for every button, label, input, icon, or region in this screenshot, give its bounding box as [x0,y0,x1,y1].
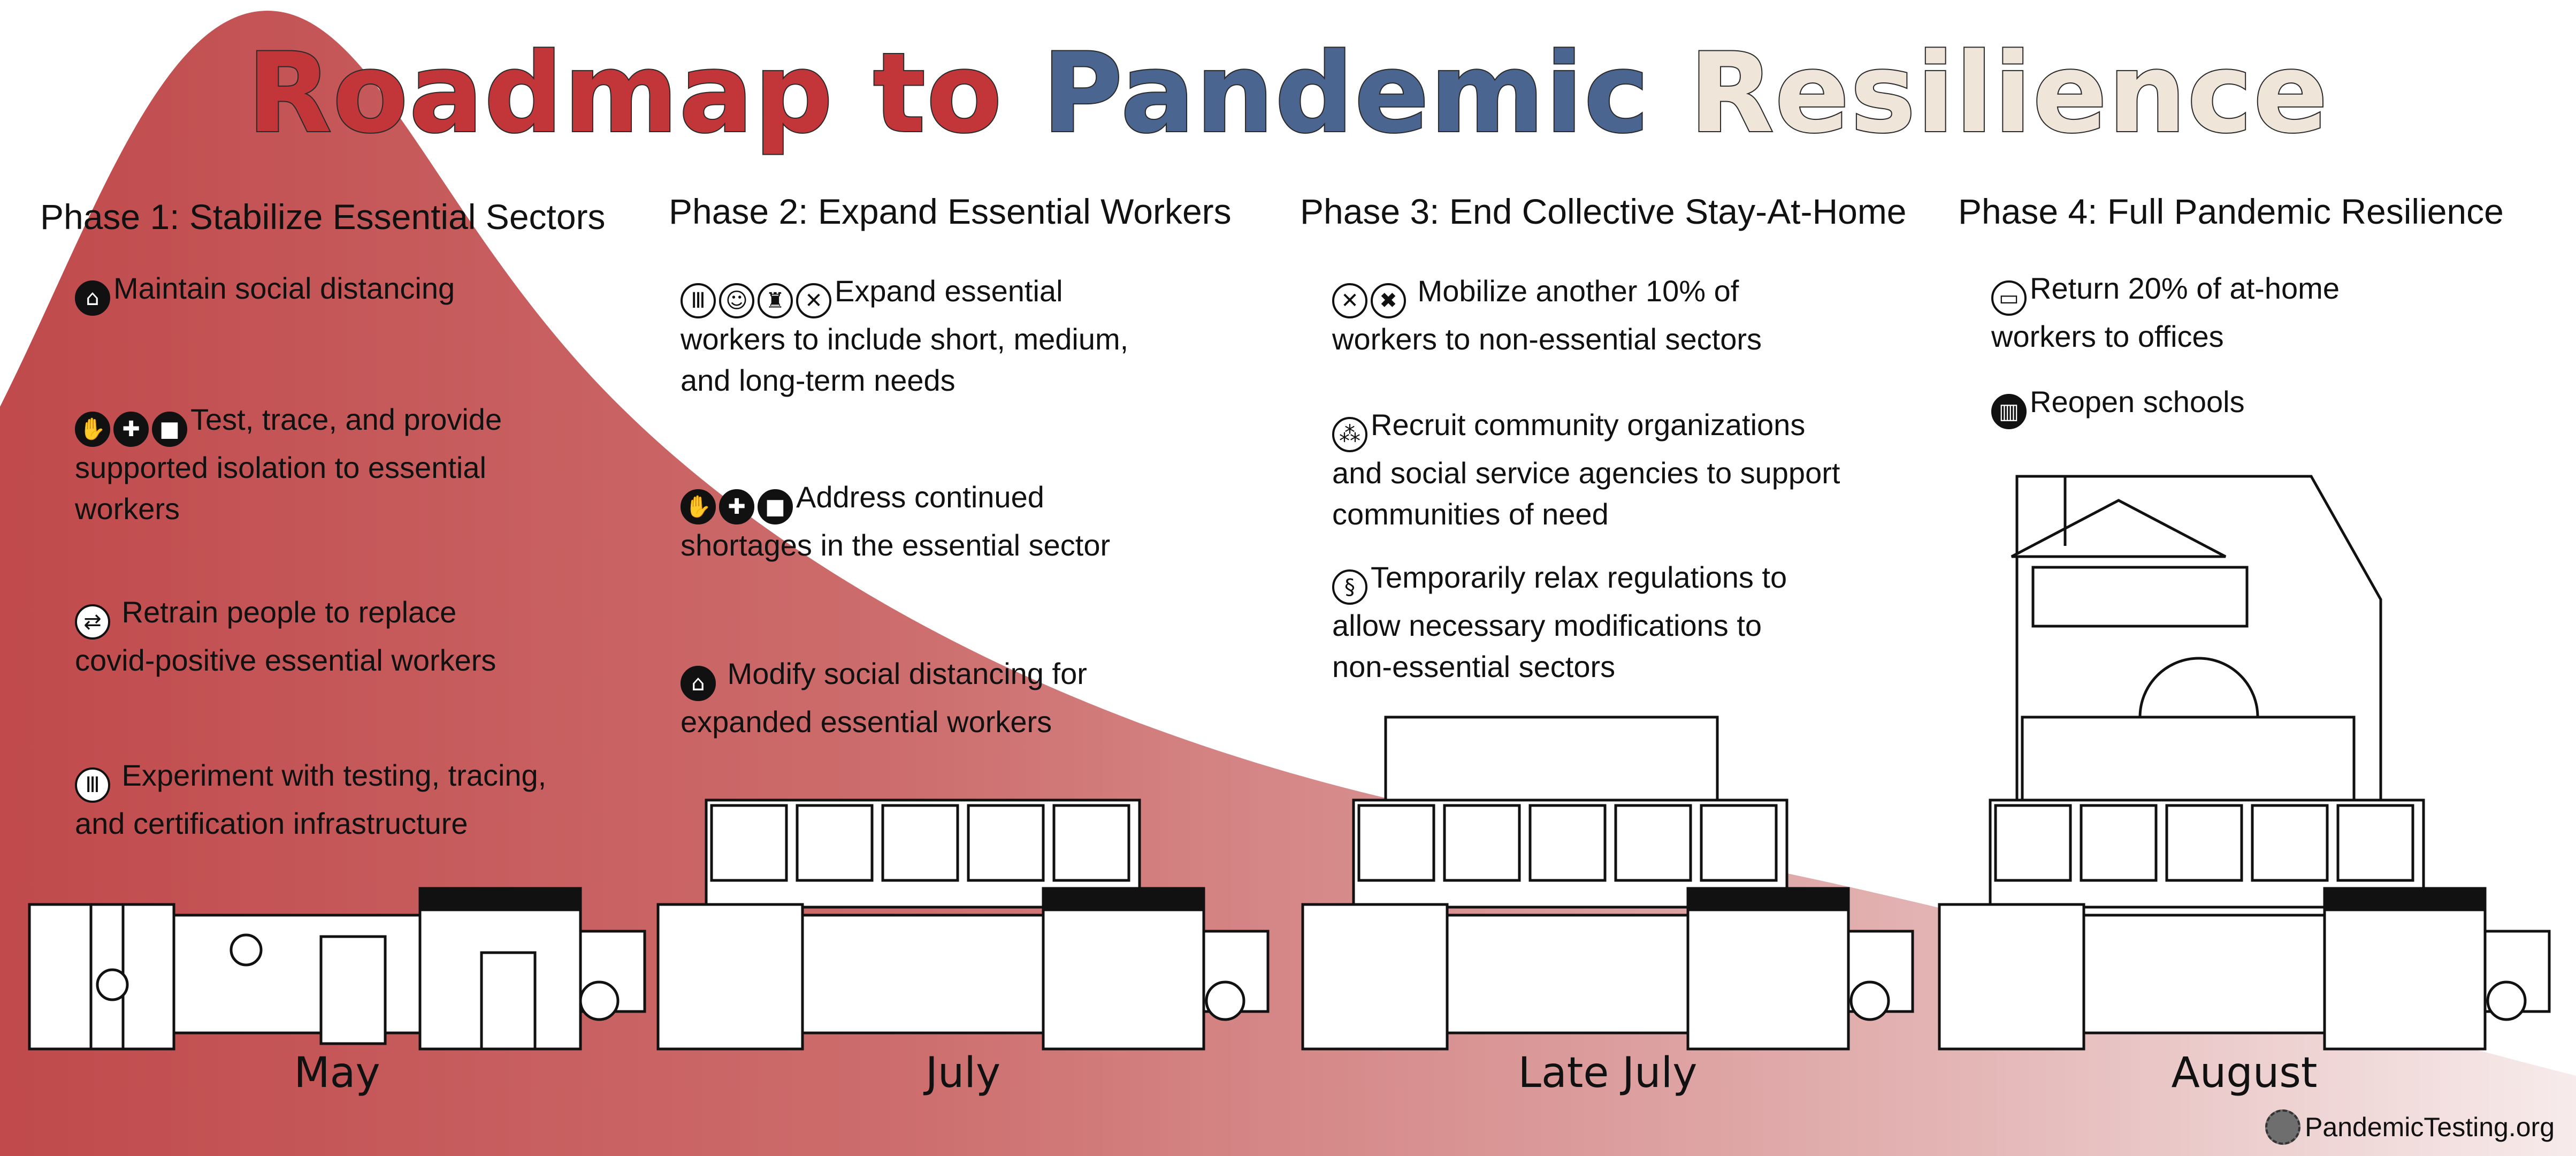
medical-heart-icon: ✚ [719,489,754,524]
hand-icon: ✋ [75,412,110,447]
phase-2-item: ✋ ✚ ■ Address continued shortages in the es… [681,480,1111,562]
phase-2-heading: Phase 2: Expand Essential Workers [669,192,1232,231]
phase-3-item: ✕ ✖ Mobilize another 10% of workers to no… [1332,274,1762,356]
phase-2-item: Ⅲ ☺ ♜ ✕ Expand essential workers to include … [681,274,1129,397]
laptop-icon: ▭ [1991,280,2027,316]
phase-1-column: Phase 1: Stabilize Essential Sectors [40,195,606,238]
hand-icon: ✋ [681,489,716,524]
childcare-icon: ☺ [719,283,754,318]
virus-logo-icon [2265,1109,2301,1145]
phase-4-item: ▥ Reopen schools [1991,381,2245,429]
retrain-icon: ⇄ [75,604,110,640]
title-word-2: Pandemic [1041,29,1650,158]
phase-1-item: ⌂ Maintain social distancing [75,268,455,316]
phase-2-column: Phase 2: Expand Essential Workers [669,190,1232,233]
phase-4-scene [1938,475,2551,1051]
page-title: Roadmap to Pandemic Resilience [0,27,2576,161]
phase-3-item: ⁂ Recruit community organizations and soc… [1332,408,1840,531]
footer-site: PandemicTesting.org [2265,1107,2555,1147]
phase-3-item: § Temporarily relax regulations to allow … [1332,560,1787,683]
footer-site-link[interactable]: PandemicTesting.org [2305,1112,2555,1142]
community-icon: ⁂ [1332,417,1367,452]
home-icon: ⌂ [75,280,110,316]
book-icon: ▥ [1991,394,2027,429]
phase-4-item: ▭ Return 20% of at-home workers to office… [1991,271,2340,353]
phase-1-item: ⇄ Retrain people to replace covid-positi… [75,595,496,677]
regulation-icon: § [1332,569,1367,605]
phase-4-column: Phase 4: Full Pandemic Resilience [1958,190,2504,233]
phase-1-heading: Phase 1: Stabilize Essential Sectors [40,197,606,237]
home-icon: ⌂ [681,666,716,701]
phase-4-month: August [2171,1049,2318,1097]
food-service-icon: ✕ [1332,283,1367,318]
box-icon: ■ [758,489,793,524]
title-word-1: Roadmap to [246,29,1003,158]
phase-4-heading: Phase 4: Full Pandemic Resilience [1958,192,2504,231]
test-tubes-icon: Ⅲ [75,767,110,803]
food-service-icon: ✕ [796,283,831,318]
phase-2-scene [656,798,1270,1051]
phase-3-scene [1301,716,1914,1051]
phase-3-heading: Phase 3: End Collective Stay-At-Home [1300,192,1907,231]
phase-2-month: July [925,1049,1001,1097]
tools-icon: ✖ [1371,283,1406,318]
phase-1-item: Ⅲ Experiment with testing, tracing, and … [75,758,547,840]
phase-3-month: Late July [1518,1049,1698,1097]
title-word-3: Resilience [1688,29,2329,158]
phase-1-item: ✋ ✚ ■ Test, trace, and provide supported is… [75,402,502,526]
phase-3-column: Phase 3: End Collective Stay-At-Home [1300,190,1907,233]
cleaning-icon: ♜ [758,283,793,318]
phase-1-scene [28,887,646,1051]
medical-heart-icon: ✚ [113,412,149,447]
test-tubes-icon: Ⅲ [681,283,716,318]
phase-2-item: ⌂ Modify social distancing for expanded … [681,657,1087,739]
phase-1-month: May [294,1049,380,1097]
box-icon: ■ [152,412,187,447]
